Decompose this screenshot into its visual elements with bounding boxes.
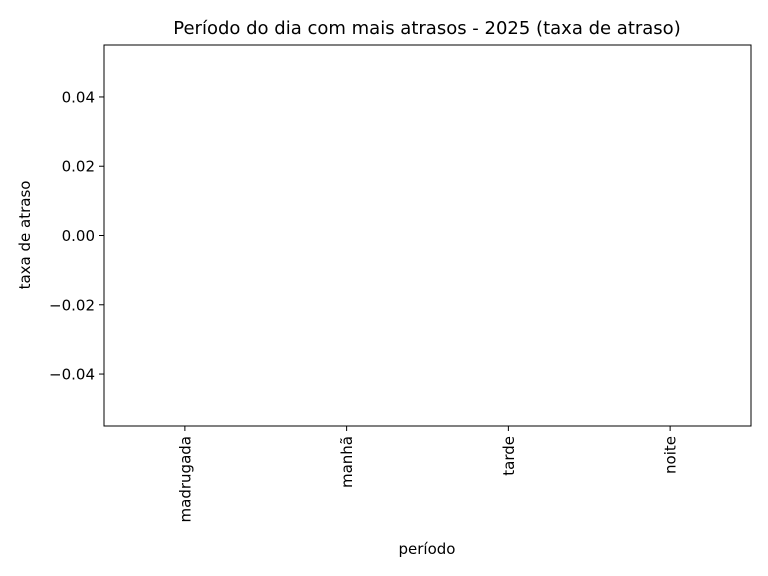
x-axis-label: período [399,540,456,558]
y-tick-label: 0.04 [62,88,95,106]
x-axis: madrugada manhã tarde noite [176,426,680,522]
y-axis-label: taxa de atraso [16,181,34,290]
y-axis: 0.04 0.02 0.00 −0.02 −0.04 [49,88,104,384]
y-tick-label: 0.02 [62,158,95,176]
y-tick-label: −0.04 [49,366,95,384]
chart-title: Período do dia com mais atrasos - 2025 (… [173,18,680,39]
x-tick-label: manhã [338,436,356,488]
y-tick-label: −0.02 [49,296,95,314]
y-tick-label: 0.00 [62,227,95,245]
x-tick-label: noite [662,436,680,474]
x-tick-label: madrugada [176,436,194,522]
x-tick-label: tarde [500,436,518,476]
